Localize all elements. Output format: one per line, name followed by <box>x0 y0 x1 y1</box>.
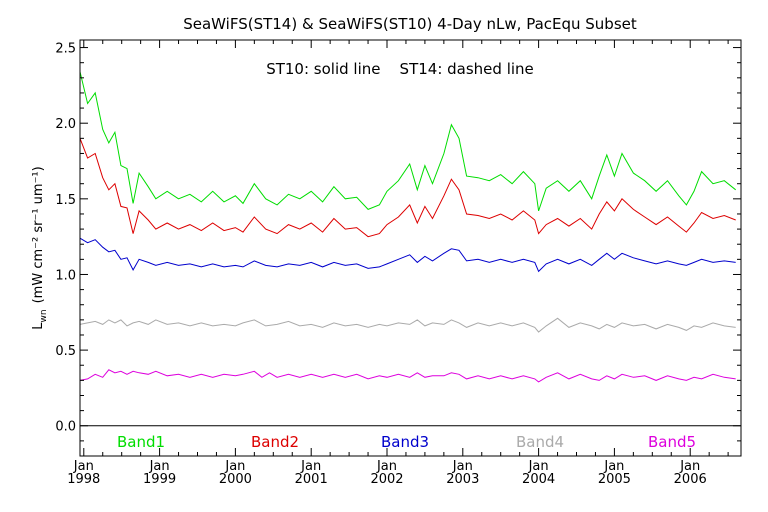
x-tick-month: Jan <box>603 459 624 474</box>
y-axis-label: Lwn (mW cm⁻² sr⁻¹ um⁻¹) <box>31 166 49 329</box>
x-tick-year: 2002 <box>370 472 403 487</box>
y-tick-label: 2.5 <box>55 42 76 57</box>
x-tick-month: Jan <box>528 459 549 474</box>
x-tick-year: 2004 <box>522 472 555 487</box>
y-axis-label-sub: wn <box>39 309 49 322</box>
x-tick-month: Jan <box>376 459 397 474</box>
x-tick-month: Jan <box>73 459 94 474</box>
chart-title: SeaWiFS(ST14) & SeaWiFS(ST10) 4-Day nLw,… <box>183 15 637 33</box>
legend: Band1 Band2 Band3 Band4 Band5 <box>117 433 696 451</box>
x-tick-month: Jan <box>300 459 321 474</box>
legend-label-band2: Band2 <box>251 433 299 451</box>
x-tick-month: Jan <box>224 459 245 474</box>
y-tick-label: 0.0 <box>55 420 76 435</box>
x-tick-year: 2001 <box>295 472 328 487</box>
y-tick-label: 0.5 <box>55 344 76 359</box>
x-tick-month: Jan <box>679 459 700 474</box>
y-axis: 0.0 0.5 1.0 1.5 2.0 2.5 <box>55 42 741 442</box>
x-tick-year: 2006 <box>674 472 707 487</box>
series-line-band3 <box>79 237 736 273</box>
x-tick-year: 2003 <box>446 472 479 487</box>
y-tick-label: 2.0 <box>55 117 76 132</box>
legend-label-band4: Band4 <box>516 433 564 451</box>
y-axis-label-units: (mW cm⁻² sr⁻¹ um⁻¹) <box>31 166 46 303</box>
line-style-note: ST10: solid line ST14: dashed line <box>266 60 534 78</box>
x-tick-year: 1998 <box>67 472 100 487</box>
legend-label-band1: Band1 <box>117 433 165 451</box>
x-tick-month: Jan <box>149 459 170 474</box>
y-tick-label: 1.0 <box>55 268 76 283</box>
series-line-band1 <box>79 71 737 212</box>
legend-label-band5: Band5 <box>648 433 696 451</box>
x-axis: Jan1998Jan1999Jan2000Jan2001Jan2002Jan20… <box>67 40 729 487</box>
x-tick-year: 1999 <box>143 472 176 487</box>
x-tick-year: 2005 <box>598 472 631 487</box>
plot-frame <box>79 39 742 457</box>
x-tick-year: 2000 <box>219 472 252 487</box>
legend-label-band3: Band3 <box>381 433 429 451</box>
series-line-band2 <box>79 138 736 238</box>
series-layer <box>79 71 737 383</box>
y-axis-label-main: L <box>31 322 46 330</box>
x-tick-month: Jan <box>452 459 473 474</box>
series-line-band4 <box>79 317 736 333</box>
y-tick-label: 1.5 <box>55 193 76 208</box>
series-line-band5 <box>79 369 736 383</box>
